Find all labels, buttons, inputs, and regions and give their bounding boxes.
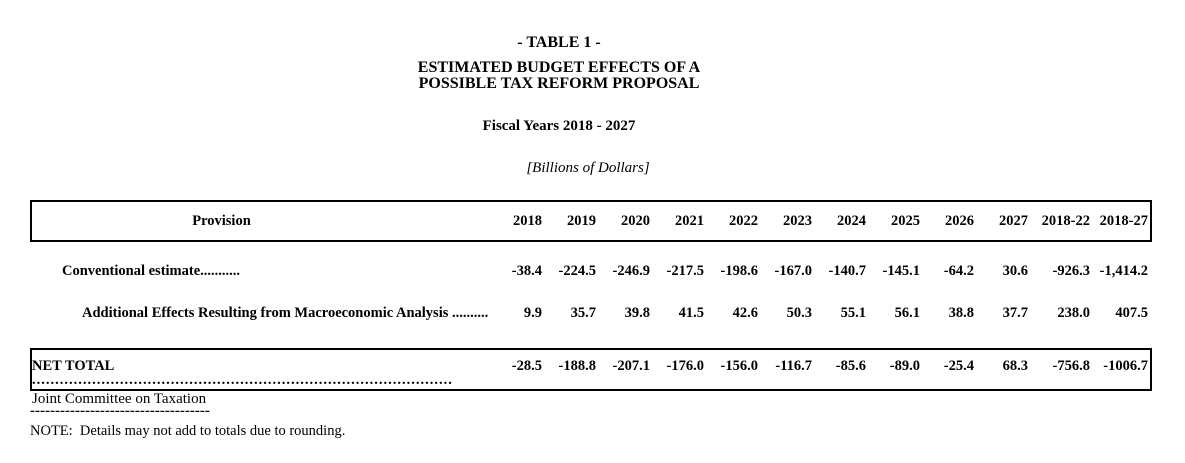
value-cell: -156.0	[720, 358, 758, 374]
value-cell: 56.1	[894, 305, 920, 321]
value-cell: -1,414.2	[1099, 263, 1148, 279]
header-cell-2021: 2021	[675, 212, 704, 229]
value-cell: -89.0	[889, 358, 920, 374]
header-cell-2023: 2023	[783, 212, 812, 229]
value-cell: 41.5	[678, 305, 704, 321]
value-cell: -140.7	[828, 263, 866, 279]
table-number-label: - TABLE 1 -	[517, 34, 601, 51]
value-cell: 38.8	[948, 305, 974, 321]
rounding-note: NOTE: Details may not add to totals due …	[30, 423, 346, 439]
row-label: Conventional estimate...........	[62, 263, 241, 279]
header-cell-2018: 2018	[513, 212, 542, 229]
value-cell: 238.0	[1057, 305, 1090, 321]
value-cell: -25.4	[943, 358, 974, 374]
net-total-dot-leader: ........................................…	[32, 374, 452, 387]
fiscal-years-subtitle: Fiscal Years 2018 - 2027	[482, 118, 636, 134]
row-conventional-estimate: Conventional estimate........... -38.4 -…	[30, 263, 1152, 279]
row-label: Additional Effects Resulting from Macroe…	[82, 305, 489, 321]
value-cell: -926.3	[1052, 263, 1090, 279]
net-total-label: NET TOTAL	[32, 358, 115, 374]
value-cell: 68.3	[1002, 358, 1028, 374]
header-cell-2019: 2019	[567, 212, 596, 229]
header-cell-2018-27: 2018-27	[1099, 212, 1148, 229]
header-cell-2024: 2024	[837, 212, 866, 229]
value-cell: 50.3	[786, 305, 812, 321]
row-macroeconomic-effects: Additional Effects Resulting from Macroe…	[30, 305, 1152, 321]
value-cell: -217.5	[666, 263, 704, 279]
title-line-2: POSSIBLE TAX REFORM PROPOSAL	[418, 75, 700, 92]
value-cell: -756.8	[1052, 358, 1090, 374]
title-line-1: ESTIMATED BUDGET EFFECTS OF A	[417, 59, 701, 76]
units-subtitle: [Billions of Dollars]	[526, 160, 650, 176]
value-cell: -167.0	[774, 263, 812, 279]
header-cell-2027: 2027	[999, 212, 1028, 229]
header-cell-2025: 2025	[891, 212, 920, 229]
row-net-total: NET TOTAL -28.5 -188.8 -207.1 -176.0 -15…	[30, 348, 1152, 391]
value-cell: -38.4	[511, 263, 542, 279]
value-cell: 35.7	[570, 305, 596, 321]
title-block: - TABLE 1 - ESTIMATED BUDGET EFFECTS OF …	[0, 34, 1118, 177]
value-cell: -28.5	[511, 358, 542, 374]
value-cell: -85.6	[835, 358, 866, 374]
value-cell: -188.8	[558, 358, 596, 374]
value-cell: -246.9	[612, 263, 650, 279]
value-cell: -224.5	[558, 263, 596, 279]
source-attribution: Joint Committee on Taxation	[32, 391, 207, 407]
table-header-row: Provision 2018 2019 2020 2021 2022 2023 …	[30, 200, 1152, 242]
value-cell: -1006.7	[1103, 358, 1148, 374]
header-cell-2018-22: 2018-22	[1041, 212, 1090, 229]
header-cell-provision: Provision	[192, 212, 251, 229]
value-cell: -207.1	[612, 358, 650, 374]
value-cell: -64.2	[943, 263, 974, 279]
value-cell: 37.7	[1002, 305, 1028, 321]
header-cell-2020: 2020	[621, 212, 650, 229]
value-cell: -116.7	[775, 358, 812, 374]
value-cell: -176.0	[666, 358, 704, 374]
value-cell: -145.1	[882, 263, 920, 279]
budget-effects-table: Provision 2018 2019 2020 2021 2022 2023 …	[30, 200, 1152, 391]
header-cell-2026: 2026	[945, 212, 974, 229]
value-cell: 42.6	[732, 305, 758, 321]
value-cell: 55.1	[840, 305, 866, 321]
value-cell: 30.6	[1002, 263, 1028, 279]
value-cell: 9.9	[523, 305, 542, 321]
value-cell: -198.6	[720, 263, 758, 279]
divider-dashes: ------------------------------------	[30, 403, 210, 419]
value-cell: 39.8	[624, 305, 650, 321]
value-cell: 407.5	[1115, 305, 1148, 321]
header-cell-2022: 2022	[729, 212, 758, 229]
